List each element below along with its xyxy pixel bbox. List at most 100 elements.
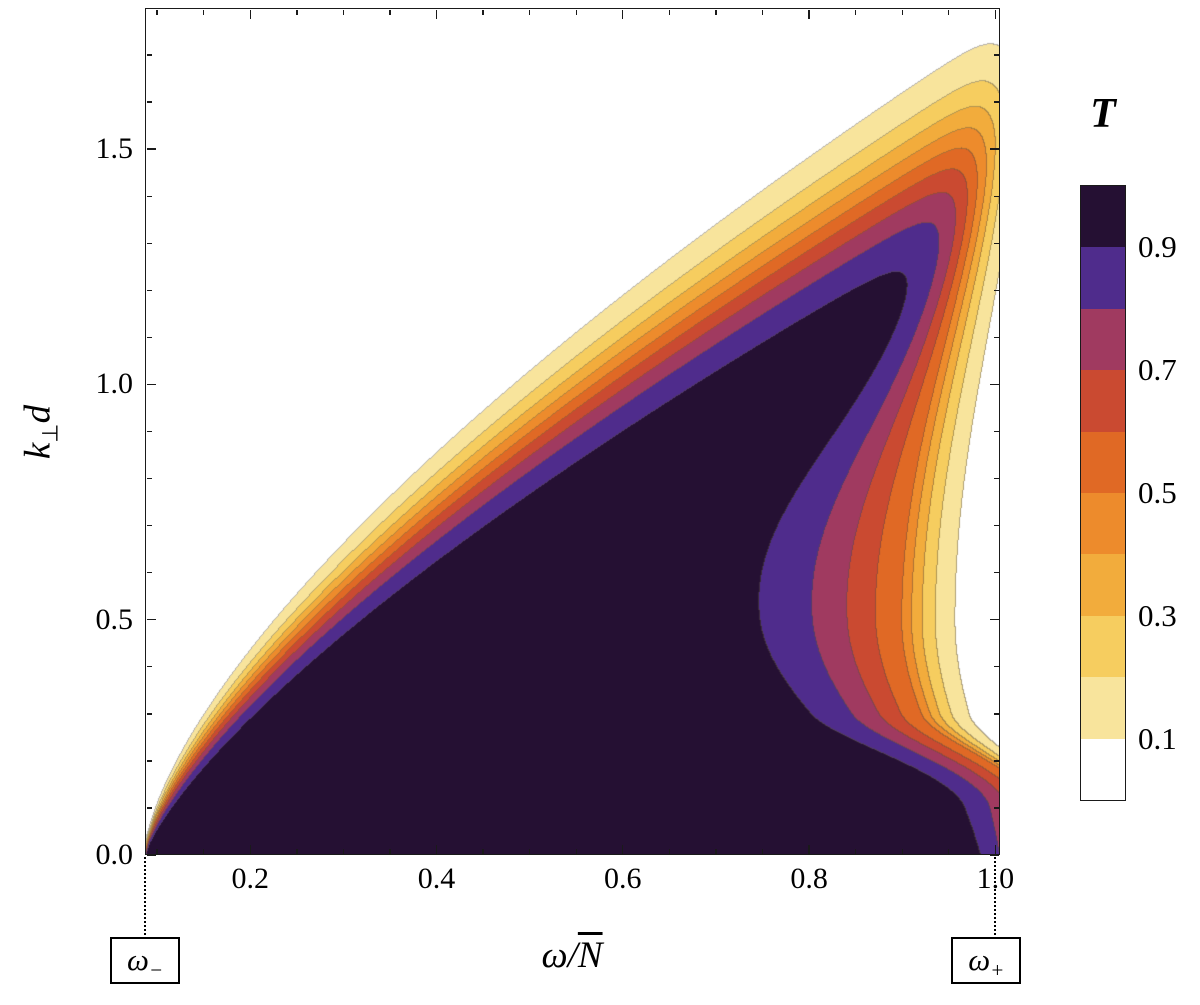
colorbar-band	[1081, 677, 1125, 739]
colorbar-band	[1081, 554, 1125, 616]
y-tick	[989, 854, 999, 856]
x-minor-tick	[296, 848, 298, 854]
x-tick	[435, 844, 438, 854]
y-minor-tick	[146, 666, 152, 668]
y-minor-tick	[146, 101, 152, 103]
x-minor-tick	[575, 848, 577, 854]
x-minor-tick	[156, 9, 158, 15]
y-minor-tick	[993, 713, 999, 715]
colorbar-label: 0.1	[1138, 721, 1177, 757]
omega-plus-label: ω	[968, 942, 991, 977]
x-minor-tick	[901, 848, 903, 854]
x-axis-label-omega: ω/	[541, 935, 578, 976]
colorbar-band	[1081, 738, 1125, 801]
x-tick	[435, 9, 438, 19]
y-minor-tick	[146, 242, 152, 244]
y-tick	[989, 619, 999, 621]
x-minor-tick	[342, 848, 345, 854]
x-minor-tick	[482, 9, 484, 15]
y-minor-tick	[993, 477, 999, 480]
y-minor-tick	[146, 477, 152, 480]
y-minor-tick	[993, 571, 999, 574]
y-minor-tick	[993, 524, 999, 527]
x-minor-tick	[761, 9, 764, 15]
x-tick-label: 0.6	[604, 862, 642, 895]
y-minor-tick	[993, 760, 999, 762]
y-minor-tick	[146, 571, 152, 574]
y-minor-tick	[146, 195, 152, 197]
x-axis-label: ω/N	[472, 934, 672, 977]
x-minor-tick	[854, 848, 857, 854]
x-minor-tick	[715, 9, 717, 15]
y-minor-tick	[146, 807, 152, 809]
y-tick	[146, 619, 156, 621]
x-tick	[994, 844, 997, 854]
y-tick	[146, 148, 156, 150]
y-tick-label: 1.5	[95, 132, 134, 166]
contour-plot-canvas	[145, 8, 1000, 855]
colorbar-label: 0.7	[1138, 351, 1177, 387]
y-minor-tick	[146, 760, 152, 762]
x-axis-label-nbar: N	[577, 935, 603, 976]
y-minor-tick	[993, 289, 999, 292]
y-minor-tick	[146, 430, 152, 433]
x-minor-tick	[528, 848, 531, 854]
y-tick-label: 0.0	[95, 838, 134, 871]
omega-minus-sign: −	[148, 958, 164, 983]
y-tick	[146, 383, 156, 386]
x-tick-label: 0.4	[417, 862, 456, 895]
y-minor-tick	[993, 807, 999, 809]
y-minor-tick	[146, 713, 152, 715]
y-tick-label: 1.0	[95, 367, 134, 401]
x-minor-tick	[948, 9, 950, 15]
y-minor-tick	[993, 430, 999, 433]
colorbar-label: 0.3	[1138, 598, 1177, 634]
colorbar-band	[1081, 308, 1125, 371]
x-minor-tick	[854, 9, 857, 15]
x-tick	[622, 844, 624, 854]
y-minor-tick	[993, 54, 999, 56]
y-tick	[146, 854, 156, 856]
x-minor-tick	[202, 848, 205, 854]
x-tick	[249, 9, 251, 19]
colorbar	[1080, 185, 1126, 801]
x-minor-tick	[668, 9, 671, 15]
x-minor-tick	[342, 9, 345, 15]
x-minor-tick	[948, 848, 950, 854]
omega-minus-label: ω	[126, 942, 149, 977]
y-axis-label: k⊥d	[16, 405, 63, 459]
x-minor-tick	[528, 9, 531, 15]
perp-icon: ⊥	[37, 423, 63, 443]
x-tick-label: 0.8	[790, 862, 828, 895]
y-minor-tick	[993, 666, 999, 668]
colorbar-band	[1081, 615, 1125, 678]
colorbar-label: 0.5	[1138, 475, 1177, 510]
x-minor-tick	[575, 9, 577, 15]
y-minor-tick	[146, 289, 152, 292]
x-minor-tick	[389, 9, 391, 15]
y-minor-tick	[993, 242, 999, 244]
omega-plus-guide-line	[994, 857, 997, 935]
y-minor-tick	[146, 336, 152, 339]
x-minor-tick	[389, 848, 391, 854]
y-tick	[989, 383, 999, 386]
colorbar-label: 0.9	[1138, 228, 1177, 264]
y-minor-tick	[146, 54, 152, 56]
y-tick	[989, 148, 999, 150]
colorbar-band	[1081, 186, 1125, 248]
y-tick-label: 0.5	[95, 602, 134, 636]
y-minor-tick	[146, 524, 152, 527]
x-minor-tick	[296, 9, 298, 15]
colorbar-band	[1081, 493, 1125, 555]
y-axis-label-d: d	[17, 404, 59, 424]
x-tick	[808, 9, 810, 19]
x-minor-tick	[761, 848, 764, 854]
colorbar-band	[1081, 431, 1125, 494]
omega-plus-sign: +	[990, 958, 1005, 983]
colorbar-band	[1081, 370, 1125, 432]
x-minor-tick	[901, 9, 903, 15]
x-minor-tick	[715, 848, 717, 854]
x-tick	[622, 9, 624, 19]
x-tick	[994, 9, 997, 19]
